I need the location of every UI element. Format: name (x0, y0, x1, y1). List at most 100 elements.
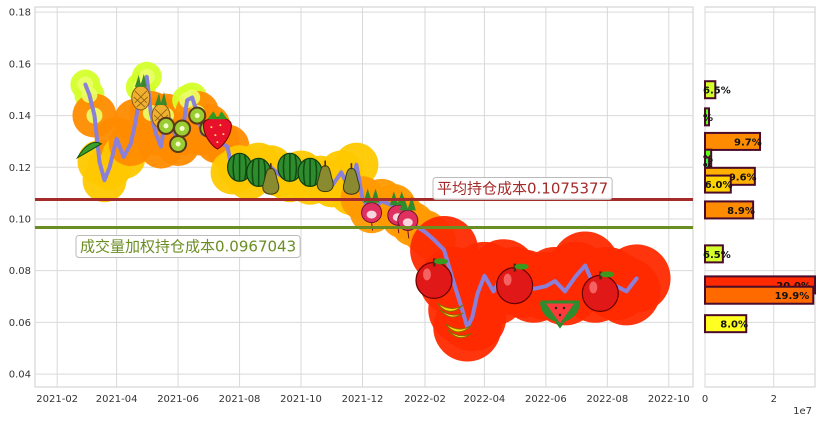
x-tick-label: 2022-04 (464, 394, 506, 405)
apple-body (415, 261, 453, 299)
volume-profile-bars: 6.5%%9.7%%%9.6%6.0%8.9%6.5%20.0%19.9%8.0… (703, 80, 816, 334)
x-tick-label: 2021-08 (219, 394, 261, 405)
kiwi-core (175, 141, 181, 147)
apple-body (495, 267, 534, 305)
radish-highlight (366, 210, 377, 219)
pear-icon (262, 163, 280, 195)
y-tick-label: 0.18 (9, 8, 31, 19)
apple-leaf (514, 263, 529, 270)
main-plot: 平均持仓成本0.1075377 成交量加权持仓成本0.0967043 2021-0… (9, 6, 694, 405)
pineapple-icon (131, 73, 151, 111)
apple-shine (423, 268, 431, 281)
pineapple-crown (134, 73, 147, 87)
strawberry-seed (222, 133, 225, 136)
strawberry-leaves (207, 111, 228, 120)
volume-weighted-cost-label: 成交量加权持仓成本0.0967043 (80, 237, 296, 255)
kiwi-icon (188, 106, 207, 125)
volume-bar (704, 107, 710, 127)
slice-seed (558, 313, 562, 317)
strawberry-seed (210, 126, 213, 129)
kiwi-core (194, 113, 200, 119)
apple-leaf (434, 258, 448, 265)
banana-icon (436, 302, 464, 318)
strawberry-icon (202, 111, 232, 150)
volume-weighted-cost-label-box (75, 234, 301, 258)
x-tick-label: 2021-06 (157, 394, 199, 405)
banana-body (444, 323, 472, 333)
radish-leaves (389, 191, 406, 206)
y-tick-label: 0.04 (9, 370, 31, 381)
y-axis-ticks: 0.04 0.06 0.08 0.10 0.12 0.14 0.16 0.18 (9, 8, 31, 381)
volume-bar-label: 8.9% (727, 206, 755, 217)
pineapple-crown (155, 92, 167, 105)
y-tick-label: 0.06 (9, 318, 31, 329)
radish-root (407, 230, 410, 239)
y-tick-label: 0.10 (9, 214, 31, 225)
volume-profile-scale-label: 1e7 (793, 406, 812, 417)
slice-seed (562, 306, 566, 310)
x-tick-label: 2022-06 (525, 394, 567, 405)
watermelon-slice-icon (540, 300, 580, 329)
banana-body (446, 329, 472, 339)
apple-shine (503, 273, 512, 286)
volume-profile-plot: 6.5%%9.7%%%9.6%6.0%8.9%6.5%20.0%19.9%8.0… (702, 6, 816, 417)
strawberry-seed (214, 134, 217, 137)
volume-bar-label: 9.7% (734, 137, 762, 148)
x-tick-label: 2021-02 (36, 394, 78, 405)
volume-bar (704, 131, 761, 151)
average-cost-label: 平均持仓成本0.1075377 (437, 179, 608, 197)
y-tick-label: 0.16 (9, 59, 31, 70)
pear-stem (270, 163, 272, 170)
x-tick-label: 2022-08 (586, 394, 628, 405)
volume-bar (704, 174, 732, 194)
slice-seed (554, 306, 558, 310)
pear-icon (316, 160, 334, 193)
volume-bar (704, 80, 717, 100)
radish-highlight (402, 218, 413, 227)
watermelon-stripes (232, 153, 247, 182)
volume-bar-label: % (703, 113, 713, 124)
apple-icon (581, 271, 619, 312)
y-tick-label: 0.12 (9, 163, 31, 174)
apple-leaf (600, 271, 615, 278)
x-tick-label: 2021-04 (96, 394, 138, 405)
pear-stem (324, 160, 326, 167)
volume-bar-label: 6.5% (703, 86, 731, 97)
x-tick-label: 2022-10 (648, 394, 690, 405)
volume-x-tick-label: 2 (771, 394, 777, 405)
volume-bar-label: 19.9% (775, 291, 810, 302)
pineapple-pattern (153, 108, 169, 126)
y-tick-label: 0.14 (9, 111, 31, 122)
pear-body (316, 165, 334, 193)
volume-bar (704, 244, 724, 264)
volume-bar-label: 6.5% (703, 250, 731, 261)
banana-body (438, 308, 464, 318)
kiwi-icon (157, 116, 175, 135)
pea-pod-icon (75, 141, 103, 160)
volume-bar (704, 285, 815, 305)
kiwi-core (179, 126, 185, 131)
pear-stem (350, 163, 353, 170)
volume-bar-label: 6.0% (705, 180, 733, 191)
apple-stem (433, 258, 436, 267)
kiwi-icon (169, 135, 188, 153)
average-cost-label-box (432, 176, 613, 200)
pineapple-pattern (133, 90, 149, 108)
kiwi-icon (173, 119, 192, 138)
apple-stem (599, 271, 602, 280)
volume-bar-label: 9.6% (729, 172, 757, 183)
volume-bar-label: 8.0% (720, 320, 748, 331)
watermelon-stripes (282, 153, 298, 182)
strawberry-seed (219, 124, 222, 127)
apple-shine (589, 281, 598, 294)
strawberry-body (202, 117, 232, 150)
pear-body (342, 167, 360, 195)
banana-icon (444, 323, 472, 339)
strawberry-seed (216, 141, 219, 144)
pear-icon (342, 163, 360, 195)
pea-pod-shell (75, 141, 103, 160)
banana-body (436, 302, 464, 312)
volume-bar (704, 314, 748, 334)
